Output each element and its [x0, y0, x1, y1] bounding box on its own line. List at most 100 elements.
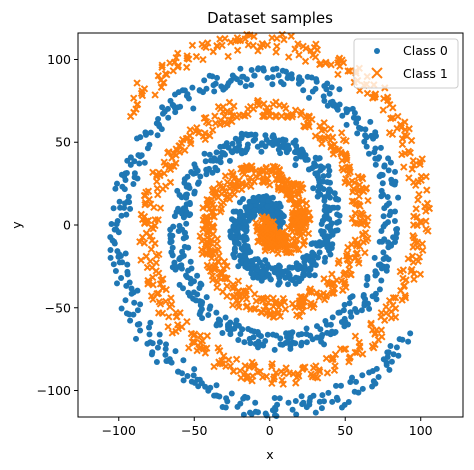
data-point — [263, 136, 270, 143]
data-point — [314, 334, 320, 341]
data-point — [118, 305, 125, 312]
data-point — [248, 82, 255, 88]
data-point — [404, 255, 412, 263]
data-point — [191, 366, 198, 373]
data-point — [168, 359, 175, 366]
data-point — [213, 235, 222, 243]
data-point — [121, 173, 128, 180]
data-point — [210, 223, 218, 232]
data-point — [185, 267, 192, 274]
data-point — [311, 53, 320, 61]
data-point — [359, 230, 367, 238]
data-point — [328, 270, 336, 278]
data-point — [360, 292, 367, 298]
data-point — [198, 306, 205, 313]
data-point — [311, 373, 320, 381]
data-point — [277, 112, 286, 120]
data-point — [118, 212, 125, 219]
data-point — [279, 294, 287, 303]
data-point — [147, 319, 154, 326]
data-point — [347, 309, 354, 316]
data-point — [144, 340, 151, 347]
data-point — [208, 254, 216, 262]
data-point — [292, 398, 299, 404]
data-point — [364, 276, 371, 283]
data-point — [226, 180, 234, 189]
data-point — [209, 276, 217, 284]
data-point — [254, 143, 261, 150]
data-point — [242, 83, 249, 90]
data-point — [299, 401, 306, 408]
data-point — [376, 286, 383, 293]
data-point — [321, 213, 328, 220]
data-point — [147, 245, 156, 254]
data-point — [412, 205, 420, 213]
data-point — [196, 232, 204, 240]
data-point — [232, 219, 239, 226]
data-point — [338, 164, 346, 172]
data-point — [270, 373, 278, 381]
data-point — [371, 254, 378, 261]
data-point — [300, 122, 308, 130]
data-point — [126, 112, 135, 121]
data-point — [207, 303, 214, 310]
data-point — [276, 395, 283, 402]
data-point — [191, 188, 198, 195]
data-point — [328, 133, 337, 142]
data-point — [138, 91, 147, 100]
data-point — [295, 331, 302, 338]
data-point — [149, 295, 157, 304]
data-point — [154, 190, 162, 199]
data-point — [289, 110, 297, 119]
data-point — [130, 94, 138, 102]
data-point — [256, 170, 264, 179]
data-point — [137, 301, 144, 308]
data-point — [264, 198, 271, 204]
data-point — [241, 368, 249, 377]
data-point — [247, 162, 256, 170]
data-point — [223, 143, 230, 149]
data-point — [293, 311, 301, 319]
data-point — [205, 263, 213, 271]
data-point — [237, 65, 244, 72]
data-point — [352, 306, 359, 312]
data-point — [344, 67, 352, 75]
data-point — [203, 39, 212, 47]
data-point — [122, 250, 129, 257]
data-point — [300, 271, 307, 278]
data-point — [393, 344, 400, 351]
data-point — [159, 104, 166, 111]
data-point — [346, 353, 354, 361]
data-point — [252, 297, 260, 305]
data-point — [140, 239, 149, 247]
data-point — [400, 281, 409, 290]
data-point — [220, 86, 227, 93]
data-point — [336, 62, 344, 70]
data-point — [363, 282, 370, 289]
data-point — [183, 52, 191, 60]
data-point — [283, 113, 291, 121]
data-point — [225, 98, 234, 107]
data-point — [154, 289, 163, 298]
data-point — [241, 237, 248, 244]
data-point — [335, 256, 343, 265]
data-point — [275, 146, 282, 153]
data-point — [303, 325, 310, 332]
data-point — [219, 330, 226, 336]
data-point — [189, 84, 196, 91]
data-point — [300, 87, 307, 94]
data-point — [372, 272, 379, 279]
data-point — [214, 74, 220, 81]
data-point — [137, 256, 145, 264]
data-point — [266, 240, 275, 248]
data-point — [235, 263, 242, 270]
data-point — [418, 240, 427, 248]
data-point — [365, 300, 371, 307]
data-point — [358, 307, 365, 314]
data-point — [339, 136, 348, 144]
data-point — [273, 42, 281, 50]
data-point — [185, 244, 192, 251]
data-point — [336, 86, 343, 93]
data-point — [354, 172, 362, 181]
data-point — [166, 303, 174, 311]
